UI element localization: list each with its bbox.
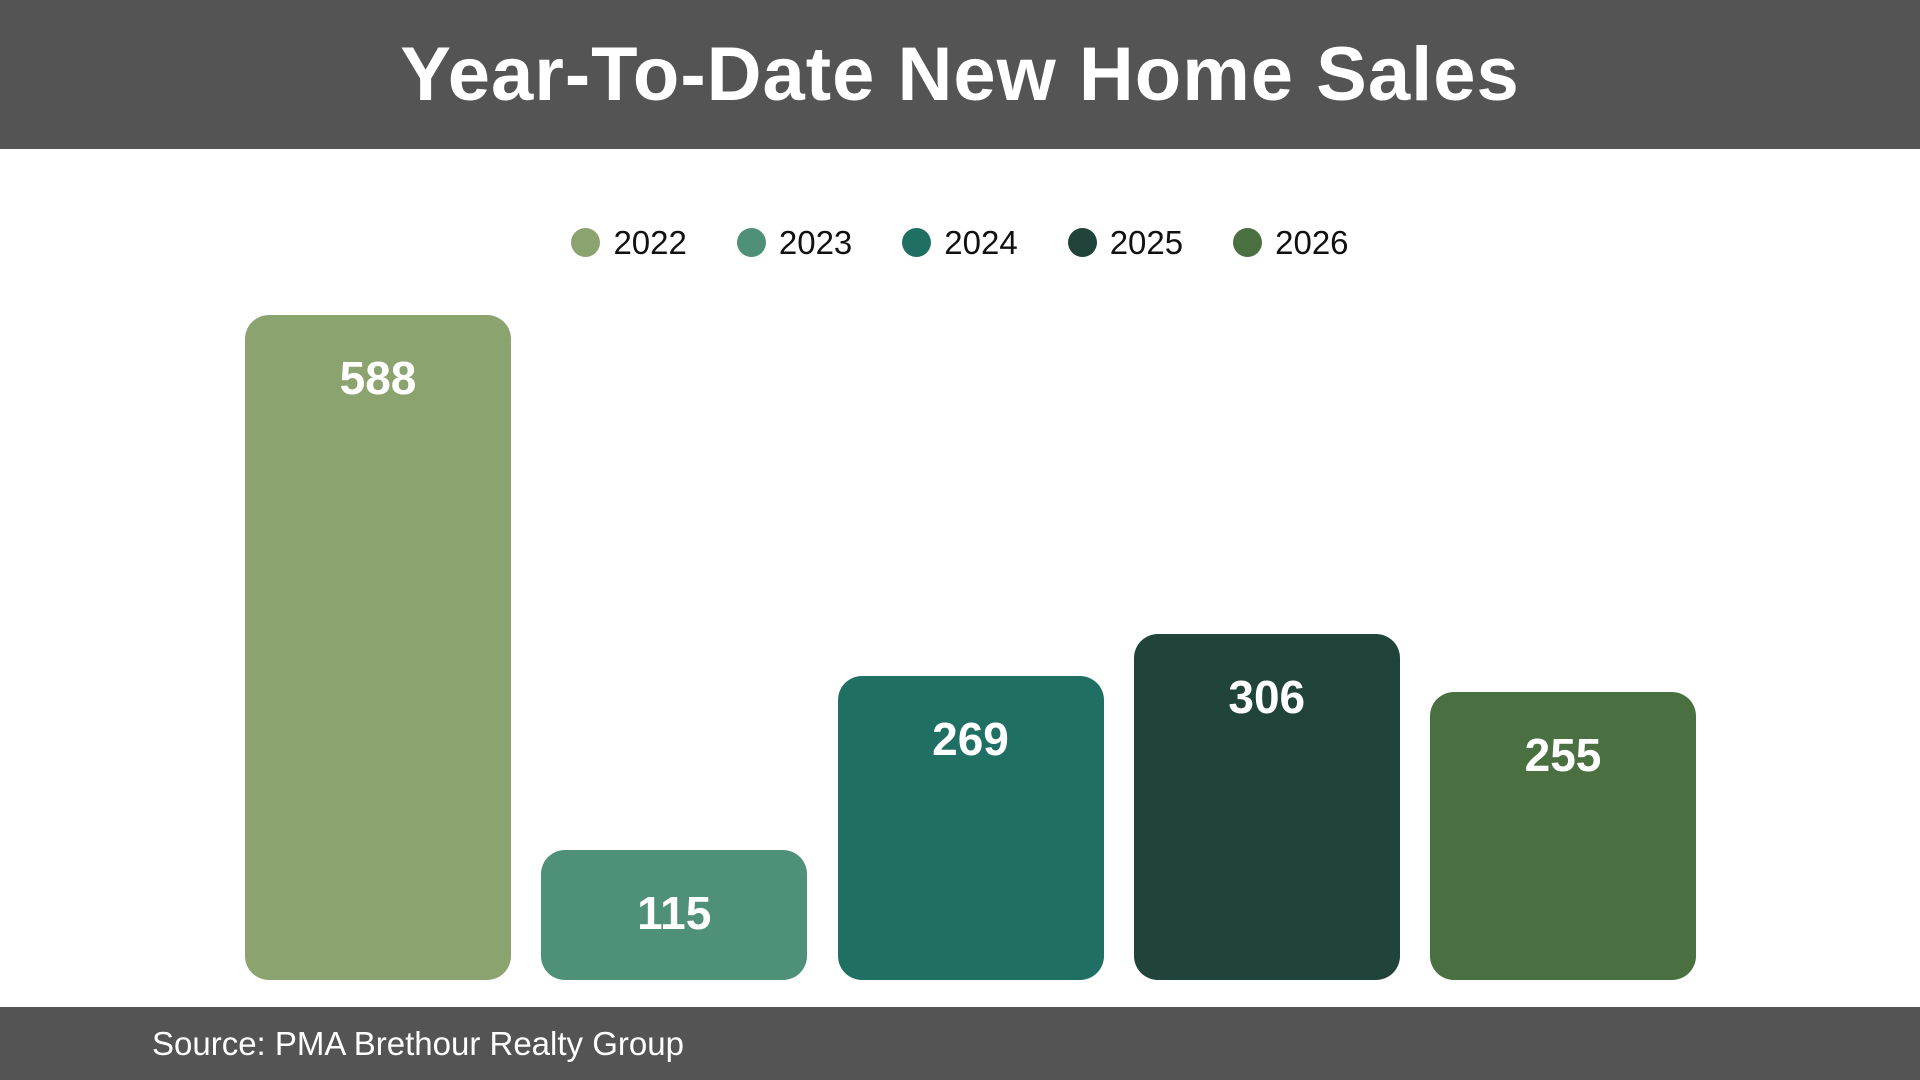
bar-2022: 588 [245,315,511,980]
legend-dot-icon [736,228,766,257]
page-title: Year-To-Date New Home Sales [400,32,1520,117]
legend-item-2026: 2026 [1233,224,1349,261]
legend-dot-icon [902,228,932,257]
legend-label: 2024 [944,224,1018,261]
bar-2023: 115 [541,850,808,980]
legend-item-2024: 2024 [902,224,1018,261]
legend-label: 2026 [1275,224,1349,261]
bar-value-label: 115 [637,887,712,939]
source-banner: Source: PMA Brethour Realty Group [0,1007,1920,1080]
legend-item-2025: 2025 [1067,224,1184,261]
title-banner: Year-To-Date New Home Sales [0,0,1920,149]
legend-item-2022: 2022 [571,224,687,261]
legend-dot-icon [571,228,601,257]
legend-label: 2025 [1109,224,1184,261]
bar-value-label: 269 [932,713,1009,765]
bar-2025: 306 [1133,634,1400,980]
legend-item-2023: 2023 [736,224,853,261]
legend-label: 2023 [778,224,853,261]
bar-value-label: 588 [339,352,417,404]
bar-value-label: 255 [1524,729,1602,781]
bar-chart: 588 115 269 306 255 [245,315,1696,980]
legend: 2022 2023 2024 2025 2026 [0,226,1920,259]
bar-value-label: 306 [1228,671,1306,723]
source-text: Source: PMA Brethour Realty Group [152,1024,684,1062]
bar-2026: 255 [1430,692,1696,980]
legend-label: 2022 [613,224,687,261]
legend-dot-icon [1067,228,1097,257]
legend-dot-icon [1233,228,1263,257]
bar-2024: 269 [837,676,1104,980]
